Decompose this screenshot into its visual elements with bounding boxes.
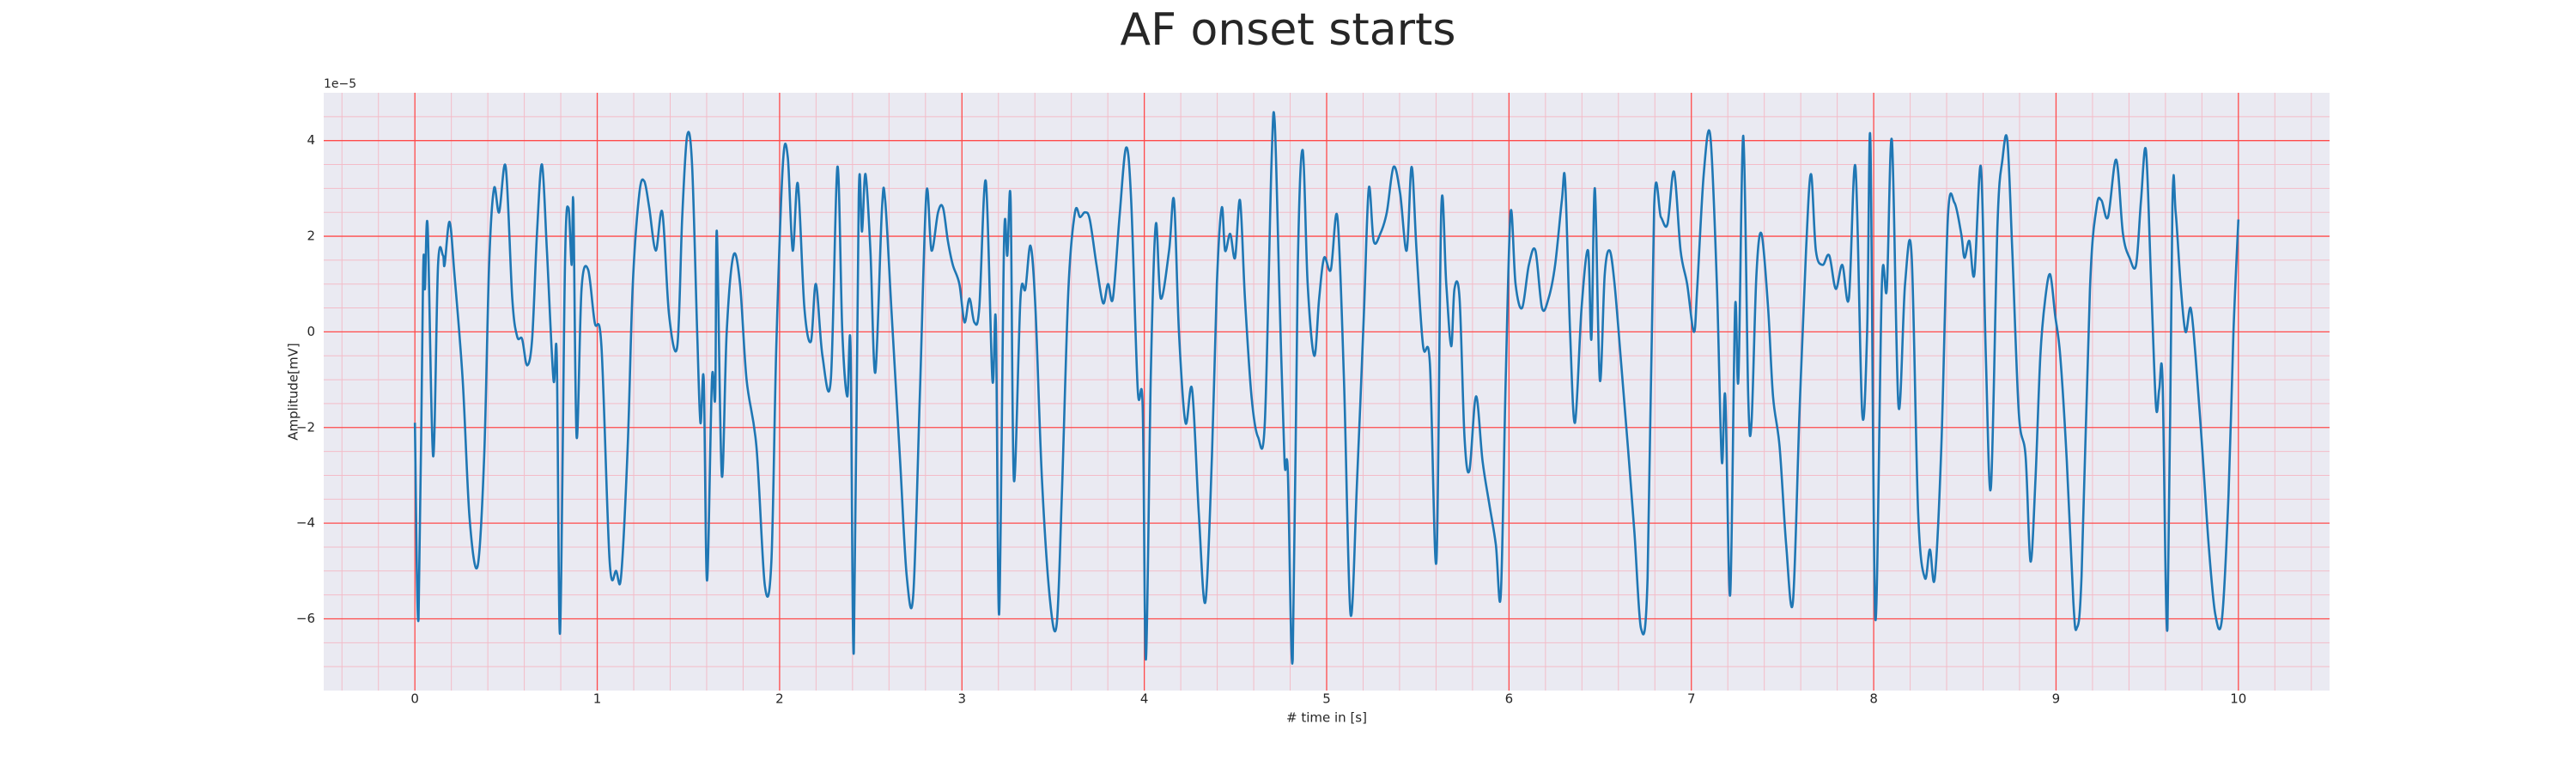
x-tick-label: 5 xyxy=(1322,691,1331,707)
x-tick-label: 6 xyxy=(1505,691,1514,707)
x-tick-label: 4 xyxy=(1140,691,1149,707)
x-axis-label: # time in [s] xyxy=(1286,710,1367,726)
chart-title: AF onset starts xyxy=(1121,4,1456,56)
y-tick-label: 4 xyxy=(307,132,315,148)
x-tick-label: 8 xyxy=(1869,691,1878,707)
x-tick-label: 10 xyxy=(2230,691,2246,707)
x-tick-label: 3 xyxy=(957,691,966,707)
y-tick-label: −2 xyxy=(296,419,315,435)
signal-line xyxy=(413,111,2240,665)
y-tick-label: −6 xyxy=(296,611,315,626)
y-tick-label: −4 xyxy=(296,515,315,531)
x-tick-label: 9 xyxy=(2052,691,2061,707)
y-tick-label: 0 xyxy=(307,324,315,339)
x-tick-label: 0 xyxy=(410,691,419,707)
x-tick-label: 7 xyxy=(1687,691,1696,707)
y-tick-label: 2 xyxy=(307,228,315,244)
x-tick-label: 2 xyxy=(775,691,784,707)
y-offset-label: 1e−5 xyxy=(324,77,356,91)
y-axis-label: Amplitude[mV] xyxy=(286,343,301,440)
x-tick-label: 1 xyxy=(593,691,602,707)
